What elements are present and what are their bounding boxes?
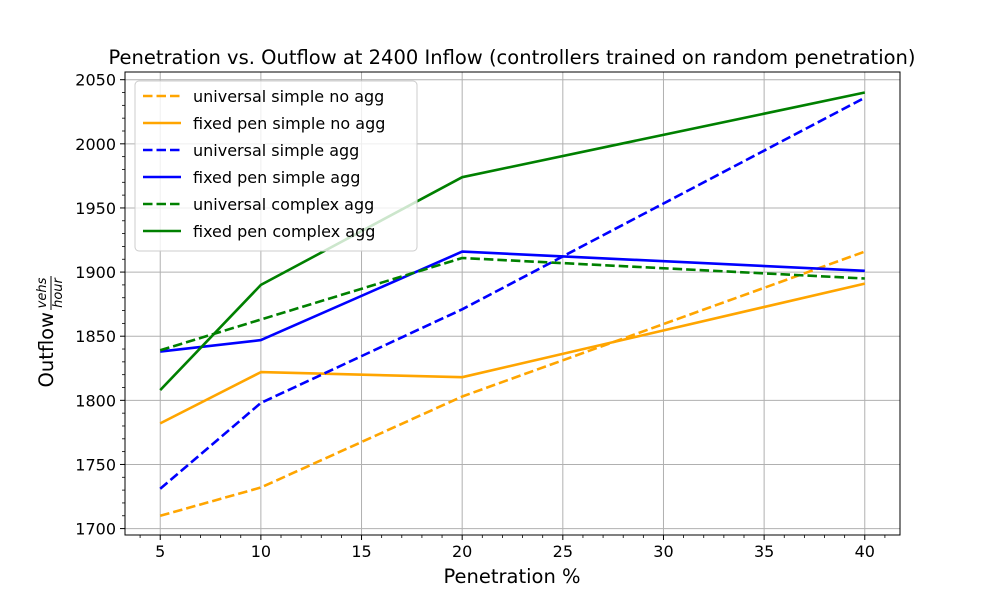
legend: universal simple no agg fixed pen simple … bbox=[134, 80, 418, 252]
legend-label: fixed pen simple no agg bbox=[193, 114, 385, 133]
y-axis-title: Outflow vehs hour bbox=[35, 276, 66, 388]
chart-title: Penetration vs. Outflow at 2400 Inflow (… bbox=[108, 46, 915, 69]
x-tick-label: 30 bbox=[653, 542, 673, 561]
legend-label: fixed pen complex agg bbox=[193, 222, 375, 241]
y-axis: 1700 1750 1800 1850 1900 1950 2000 2050 bbox=[75, 71, 125, 539]
x-axis-title: Penetration % bbox=[443, 565, 580, 588]
legend-label: universal simple no agg bbox=[193, 87, 384, 106]
y-tick-label: 1850 bbox=[75, 327, 116, 346]
plot-area bbox=[124, 71, 901, 536]
x-tick-label: 20 bbox=[452, 542, 472, 561]
series-line bbox=[159, 282, 866, 425]
series-line bbox=[159, 256, 865, 352]
series-line bbox=[159, 96, 866, 490]
y-tick-label: 2000 bbox=[75, 135, 116, 154]
x-tick-label: 15 bbox=[351, 542, 371, 561]
legend-label: universal simple agg bbox=[193, 141, 359, 160]
series-lines bbox=[159, 91, 866, 518]
y-tick-label: 1700 bbox=[75, 520, 116, 539]
y-axis-unit-numerator: vehs bbox=[35, 277, 50, 308]
series-line bbox=[160, 250, 865, 353]
legend-box bbox=[134, 80, 418, 252]
y-tick-label: 1900 bbox=[75, 263, 116, 282]
legend-label: universal complex agg bbox=[193, 195, 374, 214]
grid bbox=[125, 72, 900, 535]
legend-label: fixed pen simple agg bbox=[193, 168, 360, 187]
x-axis: 5 10 15 20 25 30 35 40 bbox=[139, 535, 886, 561]
y-tick-label: 1800 bbox=[75, 391, 116, 410]
y-tick-label: 1950 bbox=[75, 199, 116, 218]
plot-frame bbox=[124, 71, 901, 536]
x-tick-label: 35 bbox=[754, 542, 774, 561]
y-tick-label: 1750 bbox=[75, 455, 116, 474]
y-axis-unit-denominator: hour bbox=[51, 276, 66, 307]
x-tick-label: 25 bbox=[553, 542, 573, 561]
y-tick-label: 2050 bbox=[75, 71, 116, 90]
y-axis-title-text: Outflow bbox=[35, 312, 58, 388]
x-tick-label: 5 bbox=[155, 542, 165, 561]
series-line bbox=[159, 250, 866, 518]
x-tick-label: 10 bbox=[251, 542, 271, 561]
x-tick-label: 40 bbox=[855, 542, 875, 561]
